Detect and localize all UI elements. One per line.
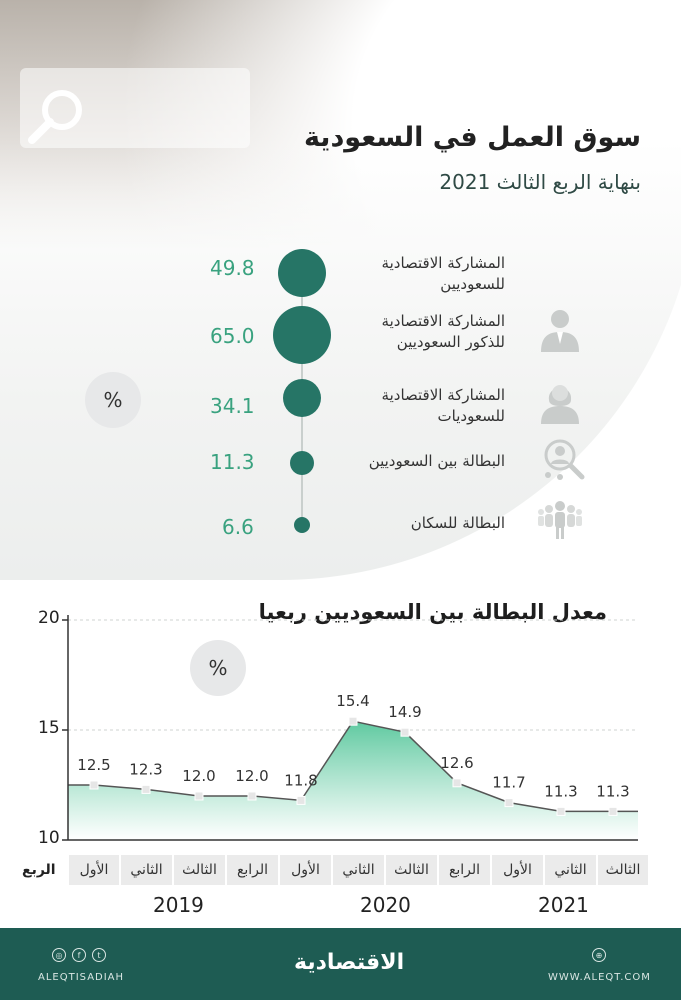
y-tick-label: 10 — [38, 828, 60, 848]
indicator-label-1: المشاركة الاقتصادية للسعوديين — [381, 254, 505, 293]
data-label: 11.8 — [284, 771, 317, 789]
footer-handle: ALEQTISADIAH — [38, 972, 125, 983]
data-label: 12.5 — [77, 756, 110, 774]
quarter-label: الرابع — [439, 855, 490, 885]
data-label: 14.9 — [388, 703, 421, 721]
male-person-icon — [541, 310, 579, 352]
area-fill — [68, 721, 638, 840]
magnifier-people-icon — [544, 439, 585, 480]
indicator-bubble-2 — [273, 306, 331, 364]
chart-percent-badge: % — [190, 640, 246, 696]
data-label: 11.3 — [544, 782, 577, 800]
data-label: 12.0 — [182, 767, 215, 785]
indicator-value-1: 49.8 — [210, 256, 255, 280]
data-label: 12.6 — [440, 754, 473, 772]
group-people-icon — [538, 501, 582, 539]
data-point — [296, 795, 306, 805]
y-tick-label: 15 — [38, 718, 60, 738]
data-point — [194, 791, 204, 801]
indicator-bubble-5 — [294, 517, 310, 533]
quarter-label: الثالث — [174, 855, 225, 885]
indicator-bubble-1 — [278, 249, 326, 297]
quarter-label: الأول — [69, 855, 119, 885]
data-label: 11.7 — [492, 774, 525, 792]
year-label-2019: 2019 — [153, 893, 204, 917]
x-row-label: الربع — [22, 862, 56, 878]
quarter-label: الثالث — [598, 855, 648, 885]
data-label: 12.3 — [129, 760, 162, 778]
data-point — [504, 798, 514, 808]
percent-badge: % — [85, 372, 141, 428]
globe-icon: ⊕ — [592, 948, 606, 962]
indicator-label-5: البطالة للسكان — [410, 514, 505, 532]
data-point — [452, 778, 462, 788]
data-label: 11.3 — [596, 782, 629, 800]
indicator-label-3: المشاركة الاقتصادية للسعوديات — [381, 386, 505, 425]
quarter-label: الثاني — [333, 855, 384, 885]
page-subtitle: بنهاية الربع الثالث 2021 — [439, 170, 641, 194]
indicator-label-2: المشاركة الاقتصادية للذكور السعوديين — [381, 312, 505, 351]
data-point — [247, 791, 257, 801]
brand-logo: الاقتصادية — [294, 950, 405, 975]
data-label: 15.4 — [336, 692, 369, 710]
quarter-label: الرابع — [227, 855, 278, 885]
female-person-icon — [541, 385, 579, 424]
instagram-icon[interactable]: ◎ — [52, 948, 66, 962]
footer-bar: ◎ f t ALEQTISADIAH الاقتصادية ⊕ WWW.ALEQ… — [0, 928, 681, 1000]
indicator-value-2: 65.0 — [210, 324, 255, 348]
social-icons: ◎ f t — [52, 948, 106, 962]
data-point — [556, 806, 566, 816]
data-label: 12.0 — [235, 767, 268, 785]
footer-website[interactable]: WWW.ALEQT.COM — [548, 972, 651, 983]
year-label-2021: 2021 — [538, 893, 589, 917]
quarter-label: الثالث — [386, 855, 437, 885]
unemployment-area-chart: 12.5 12.3 12.0 12.0 11.8 15.4 14.9 12.6 11.7 11.3… — [62, 615, 638, 841]
indicator-value-5: 6.6 — [222, 515, 254, 539]
quarter-label: الأول — [492, 855, 543, 885]
indicator-label-4: البطالة بين السعوديين — [368, 452, 505, 470]
y-tick-label: 20 — [38, 608, 60, 628]
data-point — [400, 727, 410, 737]
data-point — [141, 784, 151, 794]
indicator-bubble-4 — [290, 451, 314, 475]
quarter-label: الثاني — [121, 855, 172, 885]
indicator-value-3: 34.1 — [210, 394, 255, 418]
page-title: سوق العمل في السعودية — [303, 122, 641, 153]
quarter-label: الثاني — [545, 855, 596, 885]
indicator-bubble-3 — [283, 379, 321, 417]
year-label-2020: 2020 — [360, 893, 411, 917]
data-point — [348, 716, 358, 726]
data-point — [89, 780, 99, 790]
data-point — [608, 806, 618, 816]
twitter-icon[interactable]: t — [92, 948, 106, 962]
quarter-label: الأول — [280, 855, 331, 885]
facebook-icon[interactable]: f — [72, 948, 86, 962]
indicator-value-4: 11.3 — [210, 450, 255, 474]
